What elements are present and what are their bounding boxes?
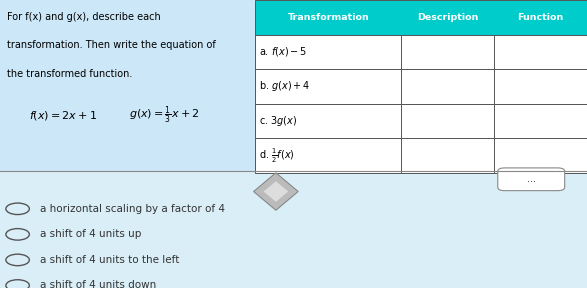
Polygon shape (254, 173, 298, 210)
Text: transformation. Then write the equation of: transformation. Then write the equation … (7, 40, 216, 50)
Text: a shift of 4 units up: a shift of 4 units up (40, 229, 141, 239)
Text: $g(x) = \frac{1}{3}x + 2$: $g(x) = \frac{1}{3}x + 2$ (129, 105, 200, 126)
FancyBboxPatch shape (498, 168, 565, 191)
FancyBboxPatch shape (255, 69, 587, 104)
Text: ...: ... (527, 174, 536, 184)
Text: b. $g(x) + 4$: b. $g(x) + 4$ (259, 79, 311, 93)
FancyBboxPatch shape (255, 138, 587, 173)
Text: Description: Description (417, 13, 478, 22)
Text: For f(x) and g(x), describe each: For f(x) and g(x), describe each (7, 12, 161, 22)
FancyBboxPatch shape (0, 0, 587, 171)
Text: a shift of 4 units down: a shift of 4 units down (40, 281, 156, 288)
Text: Transformation: Transformation (288, 13, 369, 22)
Polygon shape (264, 181, 288, 202)
Text: Function: Function (518, 13, 564, 22)
Text: the transformed function.: the transformed function. (7, 69, 133, 79)
Text: a shift of 4 units to the left: a shift of 4 units to the left (40, 255, 179, 265)
Text: $f(x) = 2x + 1$: $f(x) = 2x + 1$ (29, 109, 97, 122)
FancyBboxPatch shape (255, 0, 587, 35)
FancyBboxPatch shape (0, 171, 587, 288)
FancyBboxPatch shape (255, 35, 587, 69)
Text: a horizontal scaling by a factor of 4: a horizontal scaling by a factor of 4 (40, 204, 225, 214)
FancyBboxPatch shape (255, 104, 587, 138)
Text: c. $3g(x)$: c. $3g(x)$ (259, 114, 298, 128)
Text: d. $\frac{1}{2}f(x)$: d. $\frac{1}{2}f(x)$ (259, 146, 295, 165)
Text: a. $f(x) - 5$: a. $f(x) - 5$ (259, 45, 308, 58)
